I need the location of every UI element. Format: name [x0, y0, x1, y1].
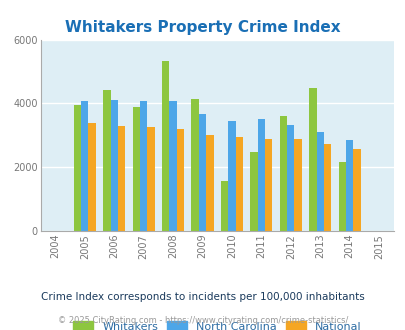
- Bar: [220, 181, 228, 231]
- Bar: [88, 123, 96, 231]
- Bar: [206, 135, 213, 231]
- Bar: [257, 119, 264, 231]
- Bar: [316, 132, 323, 231]
- Bar: [235, 137, 242, 231]
- Bar: [147, 127, 154, 231]
- Bar: [74, 105, 81, 231]
- Bar: [228, 121, 235, 231]
- Text: Crime Index corresponds to incidents per 100,000 inhabitants: Crime Index corresponds to incidents per…: [41, 292, 364, 302]
- Bar: [294, 140, 301, 231]
- Bar: [162, 61, 169, 231]
- Bar: [352, 149, 360, 231]
- Bar: [176, 129, 183, 231]
- Bar: [110, 100, 117, 231]
- Bar: [132, 107, 140, 231]
- Bar: [117, 126, 125, 231]
- Legend: Whitakers, North Carolina, National: Whitakers, North Carolina, National: [69, 317, 364, 330]
- Bar: [264, 139, 272, 231]
- Bar: [345, 140, 352, 231]
- Bar: [250, 151, 257, 231]
- Bar: [81, 101, 88, 231]
- Bar: [169, 102, 176, 231]
- Bar: [279, 115, 286, 231]
- Bar: [323, 144, 330, 231]
- Bar: [286, 125, 294, 231]
- Bar: [309, 88, 316, 231]
- Text: Whitakers Property Crime Index: Whitakers Property Crime Index: [65, 20, 340, 35]
- Bar: [338, 162, 345, 231]
- Bar: [198, 114, 206, 231]
- Text: © 2025 CityRating.com - https://www.cityrating.com/crime-statistics/: © 2025 CityRating.com - https://www.city…: [58, 315, 347, 325]
- Bar: [140, 101, 147, 231]
- Bar: [191, 99, 198, 231]
- Bar: [103, 90, 110, 231]
